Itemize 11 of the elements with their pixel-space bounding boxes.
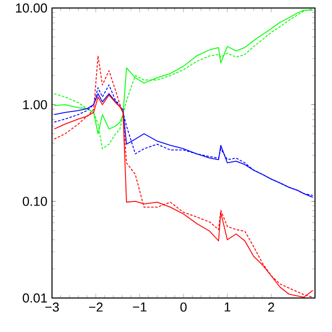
x-tick-label: −1 [132, 302, 146, 312]
y-tick-label: 10.00 [16, 3, 47, 13]
y-tick-label: 1.00 [23, 100, 47, 110]
x-tick-label: −3 [45, 302, 59, 312]
line-series [54, 55, 314, 298]
x-tick-label: −2 [89, 302, 103, 312]
y-tick-label: 0.10 [22, 196, 47, 206]
x-tick-label: 0 [180, 302, 187, 312]
x-tick-label: 2 [268, 302, 274, 312]
y-tick-label: 0.01 [22, 293, 47, 303]
x-tick-label: 1 [224, 302, 230, 312]
